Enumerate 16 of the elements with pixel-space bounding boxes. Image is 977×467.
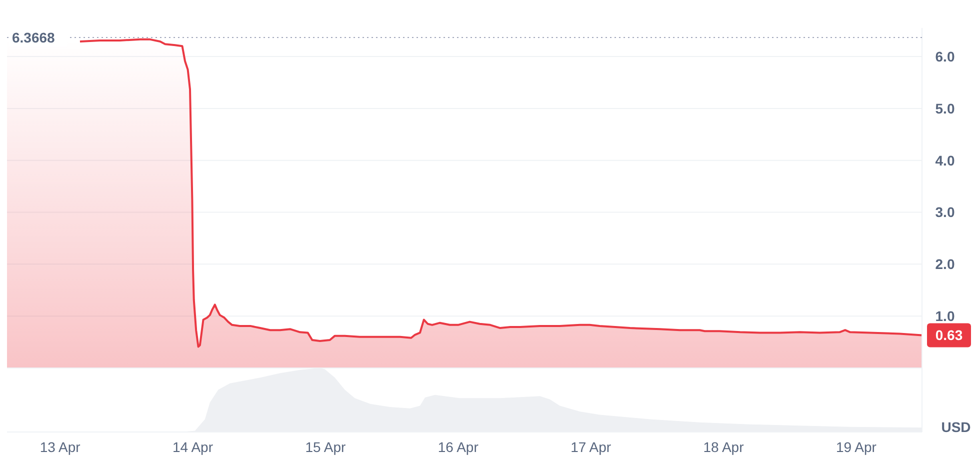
x-tick-label: 15 Apr <box>305 439 346 455</box>
y-tick-label: 2.0 <box>935 256 955 272</box>
x-tick-label: 18 Apr <box>703 439 744 455</box>
x-tick-label: 17 Apr <box>570 439 612 455</box>
x-tick-label: 13 Apr <box>40 439 81 455</box>
x-tick-label: 19 Apr <box>836 439 877 455</box>
y-axis-title: USD <box>941 419 971 435</box>
y-tick-label: 3.0 <box>935 204 955 220</box>
ref-line-label: 6.3668 <box>12 29 56 46</box>
annotation: 0.63 <box>935 327 963 344</box>
x-tick-label: 16 Apr <box>438 439 479 455</box>
y-tick-label: 1.0 <box>935 308 955 324</box>
y-tick-label: 4.0 <box>935 152 955 168</box>
y-tick-label: 6.0 <box>935 48 955 64</box>
y-tick-label: 5.0 <box>935 100 955 116</box>
x-tick-label: 14 Apr <box>172 439 214 455</box>
